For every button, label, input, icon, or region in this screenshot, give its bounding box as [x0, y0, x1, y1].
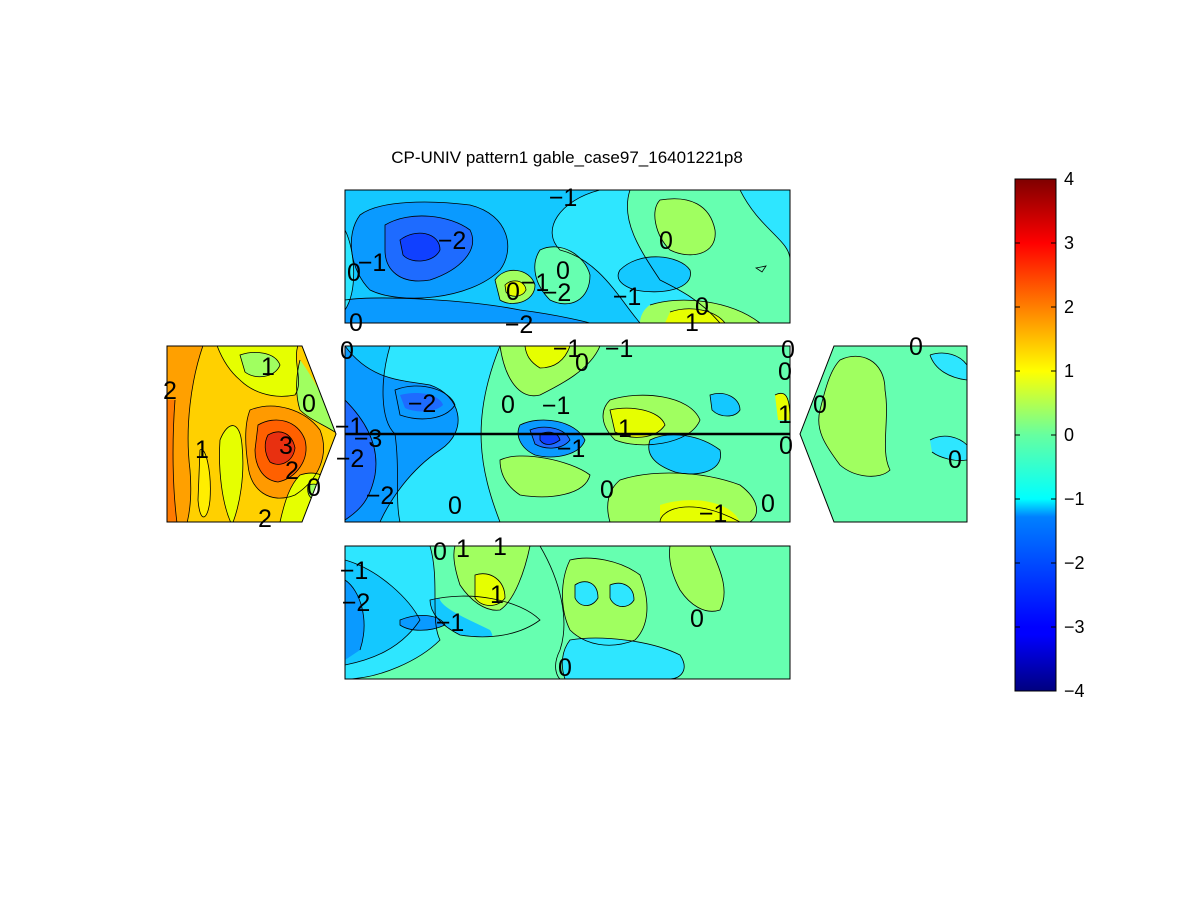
contour-label-main-wall-face: 0 [501, 391, 515, 419]
contour-label-main-wall-face: −2 [408, 390, 437, 418]
panel-roof-upper [345, 190, 790, 323]
contour-label-main-wall-face: −1 [557, 435, 586, 463]
contour-label-main-wall-face: −2 [336, 445, 365, 473]
contour-label-roof-upper-face: −2 [438, 227, 467, 255]
contour-label-roof-lower-face: 1 [490, 581, 504, 609]
contour-label-main-wall-face: −2 [366, 482, 395, 510]
contour-label-roof-upper-face: −1 [549, 184, 578, 212]
contour-label-left-gable-face: 2 [285, 457, 299, 485]
colorbar-tick-label: 1 [1064, 361, 1074, 381]
contour-label-right-gable-face: 0 [909, 333, 923, 361]
contour-label-roof-upper-face: −1 [613, 283, 642, 311]
contour-label-roof-lower-face: 1 [493, 533, 507, 561]
contour-label-main-wall-face: −1 [699, 500, 728, 528]
colorbar-tick-label: 4 [1064, 169, 1074, 189]
contour-label-main-wall-face: 0 [779, 432, 793, 460]
colorbar-tick-label: −3 [1064, 617, 1085, 637]
contour-label-main-wall-face: −3 [354, 425, 383, 453]
contour-label-roof-lower-face: 0 [433, 538, 447, 566]
contour-label-roof-lower-face: −1 [436, 609, 465, 637]
contour-label-roof-upper-face: 0 [695, 293, 709, 321]
panel-roof-upper-frame [344, 189, 791, 324]
colorbar-tick-label: 3 [1064, 233, 1074, 253]
contour-label-main-wall-face: 1 [778, 401, 792, 429]
contour-label-roof-upper-face: 0 [347, 259, 361, 287]
contour-label-roof-lower-face: 0 [558, 654, 572, 682]
contour-label-main-wall-face: −1 [605, 335, 634, 363]
contour-label-roof-upper-face: 1 [685, 309, 699, 337]
contour-label-roof-upper-face: 0 [556, 257, 570, 285]
contour-label-main-wall-face: 0 [778, 358, 792, 386]
contour-label-roof-upper-face: 0 [659, 227, 673, 255]
contour-label-roof-lower-face: −2 [342, 589, 371, 617]
contour-label-roof-lower-face: 0 [690, 605, 704, 633]
contour-label-left-gable-face: 2 [163, 377, 177, 405]
contour-label-right-gable-face: 0 [948, 446, 962, 474]
contour-label-main-wall-face: 0 [600, 476, 614, 504]
contour-label-roof-upper-face: −1 [521, 269, 550, 297]
colorbar: 4 3 2 1 0 −1 −2 −3 −4 [1014, 169, 1085, 701]
contour-label-main-wall-face: 0 [575, 349, 589, 377]
panel-left-gable [167, 346, 336, 522]
contour-label-main-wall-face: 0 [340, 337, 354, 365]
colorbar-tick-label: −4 [1064, 681, 1085, 701]
chart-title: CP-UNIV pattern1 gable_case97_16401221p8 [391, 148, 743, 167]
panel-roof-lower [345, 546, 790, 679]
contour-label-left-gable-face: 3 [279, 432, 293, 460]
contour-label-right-gable-face: 0 [813, 391, 827, 419]
contour-label-main-wall-face: −1 [553, 335, 582, 363]
contour-label-main-wall-face: 0 [781, 336, 795, 364]
contour-label-left-gable-face: 1 [195, 436, 209, 464]
panel-right-gable-frame [799, 345, 968, 523]
contour-label-left-gable-face: 0 [307, 474, 321, 502]
colorbar-tick-label: 0 [1064, 425, 1074, 445]
colorbar-tick-label: −2 [1064, 553, 1085, 573]
contour-label-main-wall-face: 0 [448, 492, 462, 520]
panel-right-gable [800, 346, 967, 522]
colorbar-tick-label: −1 [1064, 489, 1085, 509]
colorbar-tick-label: 2 [1064, 297, 1074, 317]
contour-label-roof-upper-face: −2 [505, 311, 534, 339]
colorbar-ticks: 4 3 2 1 0 −1 −2 −3 −4 [1015, 169, 1085, 701]
contour-label-roof-upper-face: 0 [349, 309, 363, 337]
panel-roof-lower-frame [344, 545, 791, 680]
panel-left-gable-frame [166, 345, 337, 523]
contour-label-roof-lower-face: 1 [456, 535, 470, 563]
contour-label-roof-upper-face: −1 [358, 249, 387, 277]
panel-main-wall [345, 346, 790, 522]
contour-label-main-wall-face: 1 [618, 415, 632, 443]
contour-label-left-gable-face: 1 [261, 353, 275, 381]
contour-label-roof-lower-face: −1 [340, 557, 369, 585]
contour-label-left-gable-face: 0 [302, 390, 316, 418]
contour-label-left-gable-face: 2 [258, 505, 272, 533]
contour-label-main-wall-face: −1 [542, 392, 571, 420]
colorbar-gradient [1014, 178, 1057, 692]
contour-label-main-wall-face: 0 [761, 490, 775, 518]
contour-label-roof-upper-face: 0 [506, 278, 520, 306]
contour-label-roof-upper-face: −2 [543, 279, 572, 307]
contour-label-main-wall-face: −1 [335, 413, 364, 441]
